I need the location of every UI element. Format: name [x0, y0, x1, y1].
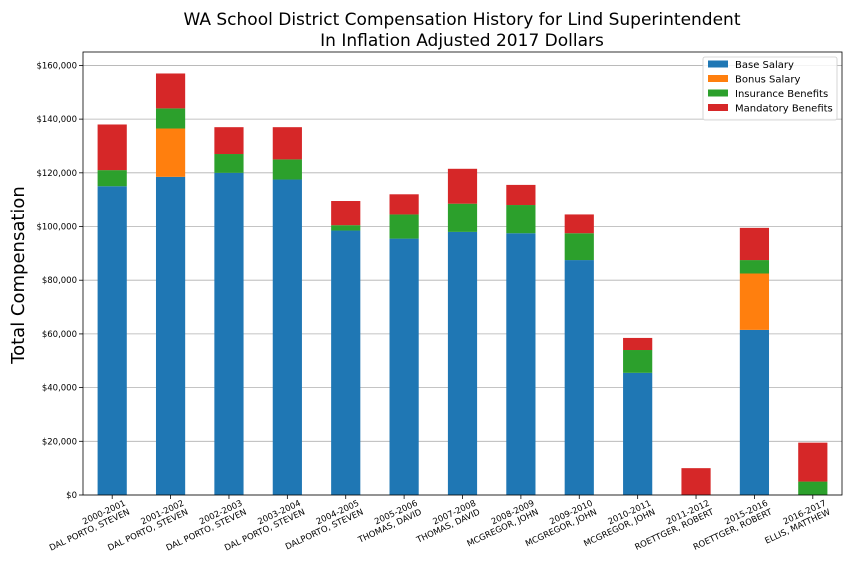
legend-entry: Mandatory Benefits: [735, 104, 833, 115]
y-tick-label: $120,000: [36, 169, 77, 179]
bar-segment: [214, 154, 244, 173]
legend-swatch: [708, 60, 728, 68]
bar-segment: [681, 468, 711, 495]
bar-segment: [623, 372, 653, 495]
bar-segment: [155, 176, 186, 495]
bar-segment: [389, 238, 419, 495]
y-tick-label: $140,000: [36, 115, 77, 125]
y-tick-label: $80,000: [42, 276, 77, 286]
bar-segment: [506, 184, 536, 206]
chart-subtitle: In Inflation Adjusted 2017 Dollars: [320, 31, 604, 51]
bar-segment: [447, 203, 478, 232]
bar-segment: [389, 214, 419, 239]
bar-segment: [155, 73, 186, 109]
bar-segment: [97, 186, 127, 495]
bar-segment: [214, 127, 244, 155]
bar-segment: [798, 442, 828, 482]
bar-segment: [97, 170, 127, 187]
legend: Base Salary Bonus Salary Insurance Benefit…: [702, 56, 838, 121]
bar-segment: [798, 481, 828, 495]
legend-entry: Bonus Salary: [735, 75, 801, 86]
bar-segment: [623, 337, 653, 351]
bars: [97, 73, 828, 496]
legend-swatch: [708, 75, 728, 82]
y-tick-label: $160,000: [36, 61, 77, 71]
x-tick-label: 2016-2017ELLIS, MATTHEW: [759, 498, 832, 546]
bar-segment: [331, 225, 361, 231]
bar-segment: [331, 230, 361, 495]
bar-segment: [739, 227, 770, 261]
bar-segment: [97, 124, 127, 171]
bar-segment: [214, 172, 244, 495]
legend-box: [702, 56, 838, 121]
bar-segment: [564, 233, 594, 261]
bar-segment: [272, 127, 302, 160]
legend-swatch: [708, 104, 728, 111]
bar-segment: [739, 273, 770, 330]
x-axis-ticks: 2000-2001DAL PORTO, STEVEN 2001-2002DAL P…: [48, 495, 833, 554]
bar-segment: [272, 179, 302, 495]
legend-swatch: [708, 89, 728, 97]
bar-segment: [564, 260, 594, 495]
bar-segment: [506, 233, 536, 495]
y-tick-label: $20,000: [42, 437, 77, 447]
bar-segment: [739, 260, 770, 274]
legend-entry: Insurance Benefits: [735, 89, 828, 100]
y-tick-label: $40,000: [42, 384, 77, 394]
y-tick-label: $60,000: [42, 330, 77, 340]
bar-segment: [447, 168, 478, 204]
chart-title: WA School District Compensation History …: [183, 10, 740, 30]
bar-segment: [272, 159, 302, 180]
bar-segment: [623, 350, 653, 373]
bar-segment: [389, 194, 419, 215]
bar-segment: [447, 231, 478, 496]
bar-segment: [564, 214, 594, 234]
y-axis-ticks: $0 $20,000 $40,000 $60,000 $80,000 $100,000 $1…: [36, 61, 83, 501]
bar-segment: [155, 128, 186, 177]
y-tick-label: $100,000: [36, 223, 77, 233]
bar-segment: [739, 329, 770, 495]
y-axis-label: Total Compensation: [8, 186, 29, 365]
bar-segment: [331, 201, 361, 226]
x-tick-label: 2005-2006THOMAS, DAVID: [352, 498, 424, 546]
legend-entry: Base Salary: [735, 60, 794, 71]
bar-segment: [506, 205, 536, 234]
bar-segment: [155, 108, 186, 129]
y-tick-label: $0: [66, 491, 77, 501]
